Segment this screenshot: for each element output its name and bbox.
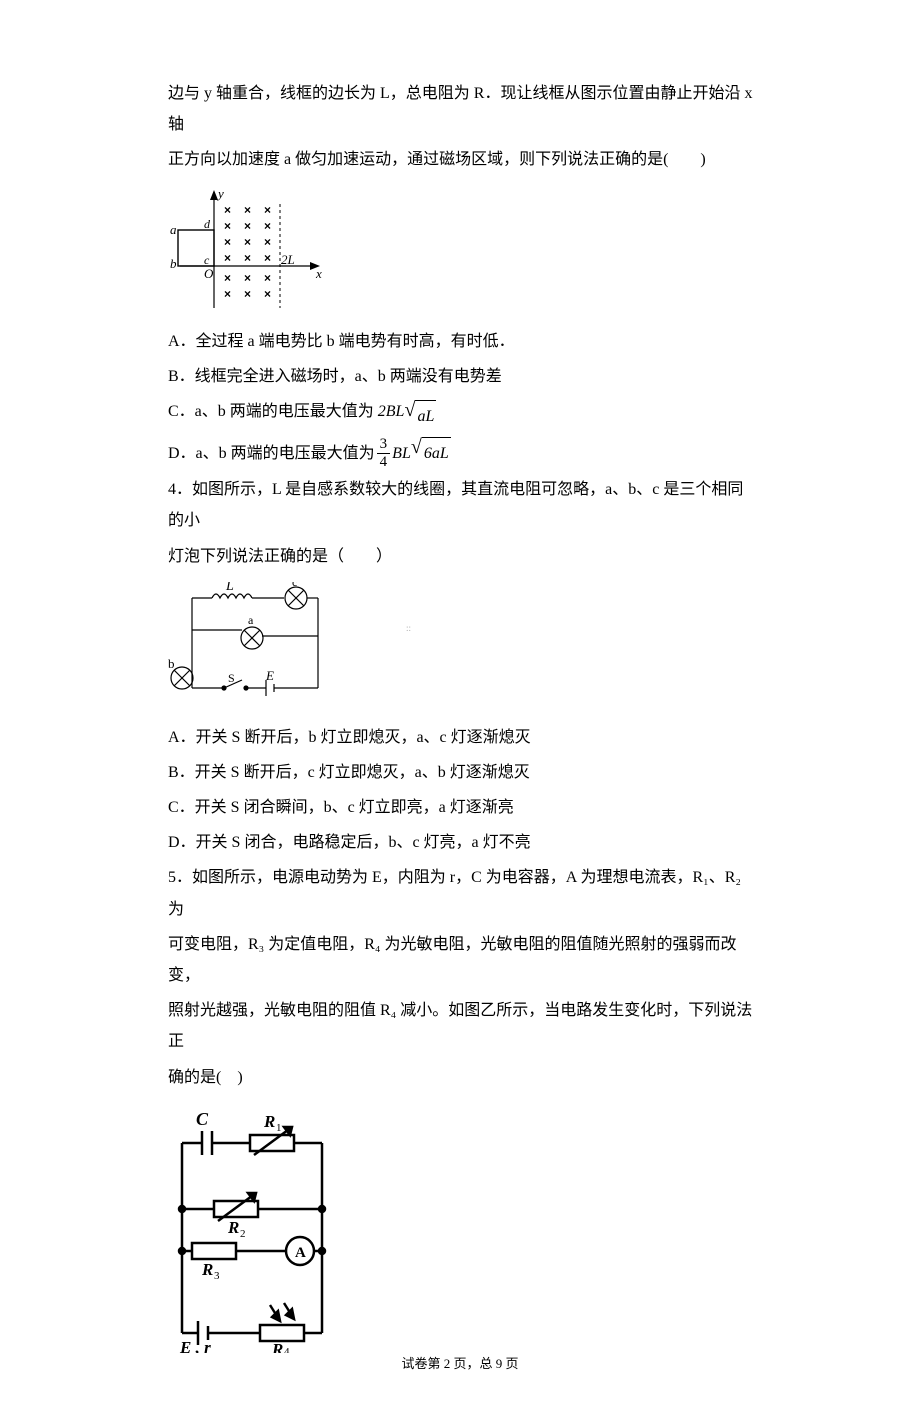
svg-text:c: c bbox=[204, 253, 210, 267]
svg-text:×: × bbox=[244, 219, 251, 233]
svg-text:×: × bbox=[224, 219, 231, 233]
svg-text:×: × bbox=[224, 203, 231, 217]
q4-figure: L c a b S E bbox=[168, 582, 758, 710]
svg-text:×: × bbox=[224, 251, 231, 265]
svg-text:d: d bbox=[204, 217, 211, 231]
svg-text:b: b bbox=[168, 656, 175, 671]
svg-text:A: A bbox=[295, 1245, 306, 1261]
svg-text:2L: 2L bbox=[281, 252, 295, 267]
q4-option-d: D．开关 S 闭合，电路稳定后，b、c 灯亮，a 灯不亮 bbox=[168, 827, 758, 858]
svg-text:3: 3 bbox=[214, 1270, 220, 1282]
svg-text:×: × bbox=[264, 287, 271, 301]
svg-text:×: × bbox=[244, 251, 251, 265]
svg-text:a: a bbox=[170, 222, 177, 237]
q5-figure: C R 1 R 2 R 3 A R 4 E , r bbox=[168, 1103, 758, 1353]
svg-text:C: C bbox=[196, 1109, 209, 1129]
sqrt-icon: √6aL bbox=[411, 437, 451, 469]
svg-text:O: O bbox=[204, 266, 214, 281]
svg-text:×: × bbox=[264, 235, 271, 249]
q4-option-a: A．开关 S 断开后，b 灯立即熄灭，a、c 灯逐渐熄灭 bbox=[168, 722, 758, 753]
q3-option-c: C．a、b 两端的电压最大值为 2BL√aL bbox=[168, 396, 758, 432]
svg-text:×: × bbox=[244, 235, 251, 249]
svg-text:×: × bbox=[224, 235, 231, 249]
svg-text:x: x bbox=[315, 266, 322, 281]
sqrt-icon: √aL bbox=[404, 400, 436, 432]
fraction-icon: 34 bbox=[377, 436, 391, 470]
svg-text:×: × bbox=[224, 271, 231, 285]
svg-text:E: E bbox=[265, 668, 274, 683]
watermark-icon: :: bbox=[406, 620, 411, 638]
svg-text:1: 1 bbox=[276, 1122, 282, 1134]
svg-text:×: × bbox=[244, 271, 251, 285]
svg-text:×: × bbox=[224, 287, 231, 301]
q3-option-b: B．线框完全进入磁场时，a、b 两端没有电势差 bbox=[168, 361, 758, 392]
svg-text:×: × bbox=[264, 271, 271, 285]
svg-text:R: R bbox=[201, 1260, 213, 1279]
q3-intro-line2: 正方向以加速度 a 做匀加速运动，通过磁场区域，则下列说法正确的是( ) bbox=[168, 144, 758, 175]
q4-option-b: B．开关 S 断开后，c 灯立即熄灭，a、b 灯逐渐熄灭 bbox=[168, 757, 758, 788]
q3-optd-prefix: D．a、b 两端的电压最大值为 bbox=[168, 438, 375, 469]
svg-text:2: 2 bbox=[240, 1228, 246, 1240]
q3-intro-line1: 边与 y 轴重合，线框的边长为 L，总电阻为 R．现让线框从图示位置由静止开始沿… bbox=[168, 78, 758, 140]
q3-optc-expr: 2BL bbox=[378, 403, 405, 420]
q3-optd-expr: BL bbox=[392, 438, 411, 469]
q5-intro-line1: 5．如图所示，电源电动势为 E，内阻为 r，C 为电容器，A 为理想电流表，R₁… bbox=[168, 862, 758, 924]
q3-option-a: A．全过程 a 端电势比 b 端电势有时高，有时低． bbox=[168, 326, 758, 357]
svg-text:c: c bbox=[292, 582, 297, 589]
svg-text:y: y bbox=[216, 186, 224, 201]
svg-text:R: R bbox=[227, 1218, 239, 1237]
q5-intro-line2: 可变电阻，R₃ 为定值电阻，R₄ 为光敏电阻，光敏电阻的阻值随光照射的强弱而改变… bbox=[168, 929, 758, 991]
q3-figure: y x O a b c d 2L × × × × × × × × × × × × × × × × × × bbox=[168, 186, 758, 314]
q4-intro-line2: 灯泡下列说法正确的是（ ） bbox=[168, 541, 758, 572]
q5-intro-line4: 确的是( ) bbox=[168, 1062, 758, 1093]
q4-intro-line1: 4．如图所示，L 是自感系数较大的线圈，其直流电阻可忽略，a、b、c 是三个相同… bbox=[168, 474, 758, 536]
svg-text:×: × bbox=[264, 251, 271, 265]
q5-intro-line3: 照射光越强，光敏电阻的阻值 R₄ 减小。如图乙所示，当电路发生变化时，下列说法正 bbox=[168, 995, 758, 1057]
svg-text:L: L bbox=[225, 582, 234, 594]
svg-text:R: R bbox=[263, 1112, 275, 1131]
svg-text:×: × bbox=[244, 203, 251, 217]
svg-text:×: × bbox=[264, 219, 271, 233]
svg-text:b: b bbox=[170, 256, 177, 271]
svg-text:×: × bbox=[264, 203, 271, 217]
q4-option-c: C．开关 S 闭合瞬间，b、c 灯立即亮，a 灯逐渐亮 bbox=[168, 792, 758, 823]
svg-text:a: a bbox=[248, 613, 254, 627]
svg-text:S: S bbox=[228, 671, 235, 685]
page-footer: 试卷第 2 页，总 9 页 bbox=[0, 1351, 920, 1376]
q3-optc-prefix: C．a、b 两端的电压最大值为 bbox=[168, 403, 374, 420]
q3-option-d: D．a、b 两端的电压最大值为 34 BL√6aL bbox=[168, 436, 758, 470]
svg-text:×: × bbox=[244, 287, 251, 301]
